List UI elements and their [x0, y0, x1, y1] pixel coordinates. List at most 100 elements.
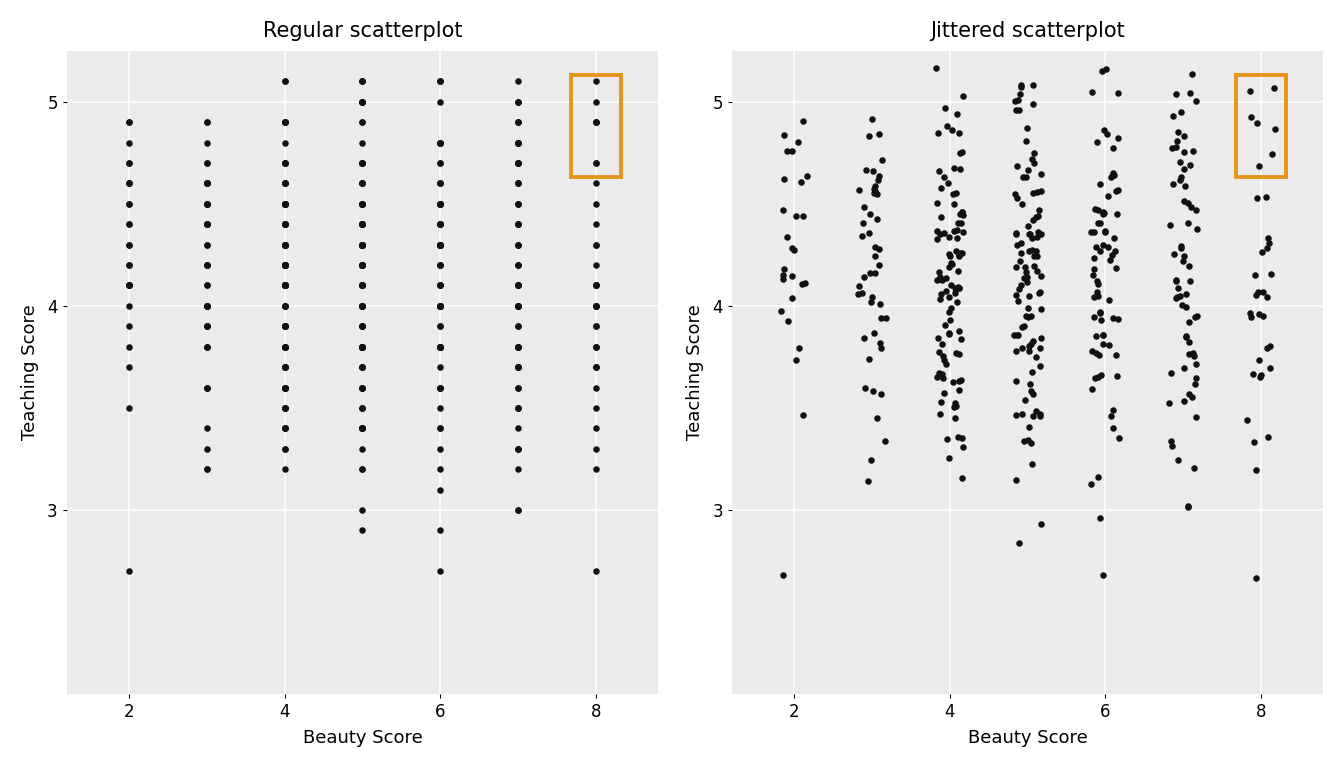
Point: [1015, 310, 1036, 322]
Point: [792, 210, 813, 222]
Point: [274, 320, 296, 333]
Point: [1183, 462, 1204, 475]
Point: [430, 218, 452, 230]
Point: [1087, 217, 1109, 230]
Point: [1023, 157, 1044, 169]
Point: [1261, 268, 1282, 280]
Point: [1171, 240, 1192, 252]
Point: [507, 280, 528, 292]
Point: [857, 353, 879, 366]
Point: [352, 422, 374, 435]
Point: [352, 320, 374, 333]
Point: [507, 442, 528, 455]
Point: [430, 197, 452, 210]
Point: [430, 259, 452, 271]
Point: [1175, 301, 1196, 313]
Point: [274, 382, 296, 394]
Point: [430, 300, 452, 312]
Point: [352, 340, 374, 353]
Point: [430, 340, 452, 353]
Point: [196, 300, 218, 312]
Point: [352, 280, 374, 292]
Point: [1102, 404, 1124, 416]
Point: [274, 340, 296, 353]
Point: [1257, 242, 1278, 254]
Point: [274, 320, 296, 333]
Point: [1083, 263, 1105, 275]
Point: [196, 340, 218, 353]
Point: [274, 280, 296, 292]
Point: [935, 286, 957, 298]
Point: [352, 137, 374, 149]
Point: [1259, 362, 1281, 375]
Point: [855, 164, 876, 176]
Point: [274, 340, 296, 353]
Point: [700, 75, 722, 88]
Point: [507, 218, 528, 230]
Point: [788, 343, 809, 355]
Point: [118, 300, 140, 312]
Point: [1106, 207, 1128, 220]
Point: [1089, 178, 1110, 190]
Point: [1093, 568, 1114, 581]
Point: [1085, 203, 1106, 215]
Point: [934, 319, 956, 331]
Point: [1095, 127, 1117, 140]
Point: [930, 293, 952, 305]
Point: [430, 239, 452, 251]
Point: [430, 197, 452, 210]
Point: [1031, 184, 1052, 197]
Point: [1089, 512, 1110, 525]
Point: [773, 263, 794, 275]
Point: [1089, 307, 1110, 319]
Point: [118, 361, 140, 373]
Point: [1017, 345, 1039, 357]
Point: [118, 340, 140, 353]
Point: [1095, 63, 1117, 75]
Point: [938, 260, 960, 273]
Y-axis label: Teaching Score: Teaching Score: [685, 304, 704, 440]
Point: [430, 177, 452, 190]
Point: [352, 340, 374, 353]
Point: [938, 306, 960, 318]
Point: [948, 217, 969, 230]
Point: [430, 300, 452, 312]
Point: [507, 218, 528, 230]
Point: [274, 320, 296, 333]
Point: [352, 157, 374, 169]
Point: [926, 62, 948, 74]
Point: [274, 402, 296, 414]
Point: [352, 340, 374, 353]
Point: [781, 242, 802, 254]
Point: [274, 218, 296, 230]
Point: [196, 422, 218, 435]
Point: [585, 280, 606, 292]
Point: [1020, 337, 1042, 349]
Point: [1164, 248, 1185, 260]
Point: [118, 280, 140, 292]
Point: [585, 340, 606, 353]
Point: [950, 217, 972, 230]
Point: [931, 338, 953, 350]
Point: [1241, 111, 1262, 124]
Point: [274, 442, 296, 455]
Point: [352, 320, 374, 333]
Point: [274, 340, 296, 353]
Point: [118, 239, 140, 251]
Point: [274, 197, 296, 210]
Point: [1015, 171, 1036, 184]
Point: [1009, 237, 1031, 250]
Point: [1017, 164, 1039, 177]
Point: [430, 75, 452, 88]
Point: [352, 320, 374, 333]
Point: [507, 259, 528, 271]
Point: [507, 157, 528, 169]
Point: [507, 137, 528, 149]
Point: [352, 382, 374, 394]
Point: [1093, 329, 1114, 341]
Point: [118, 137, 140, 149]
Point: [1179, 388, 1200, 400]
Point: [274, 218, 296, 230]
Point: [274, 116, 296, 128]
Point: [507, 137, 528, 149]
